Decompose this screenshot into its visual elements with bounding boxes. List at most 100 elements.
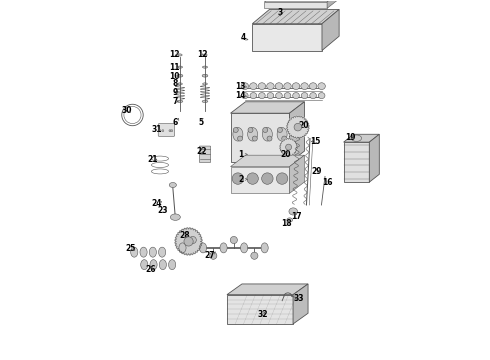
Polygon shape	[175, 228, 202, 255]
Text: 24: 24	[151, 199, 162, 208]
Ellipse shape	[310, 93, 317, 99]
Ellipse shape	[220, 243, 227, 253]
Polygon shape	[287, 116, 309, 138]
Ellipse shape	[233, 127, 243, 141]
Text: 31: 31	[151, 126, 162, 135]
Ellipse shape	[267, 93, 274, 99]
Ellipse shape	[202, 66, 207, 68]
Ellipse shape	[267, 83, 274, 90]
Ellipse shape	[140, 247, 147, 257]
Ellipse shape	[293, 93, 299, 99]
Ellipse shape	[284, 93, 291, 99]
Polygon shape	[327, 0, 342, 8]
Polygon shape	[230, 113, 290, 162]
Ellipse shape	[247, 127, 258, 141]
Text: 17: 17	[292, 212, 302, 221]
Text: 3: 3	[277, 8, 282, 17]
Circle shape	[276, 173, 288, 184]
Circle shape	[277, 127, 282, 132]
Circle shape	[210, 252, 217, 259]
Text: 10: 10	[170, 72, 180, 81]
Ellipse shape	[149, 247, 156, 257]
Ellipse shape	[159, 247, 166, 257]
Circle shape	[232, 173, 244, 184]
Ellipse shape	[249, 83, 257, 90]
Polygon shape	[230, 102, 304, 113]
Circle shape	[233, 127, 238, 132]
Polygon shape	[230, 167, 290, 193]
Ellipse shape	[301, 93, 308, 99]
Ellipse shape	[202, 74, 208, 77]
Ellipse shape	[179, 243, 186, 253]
Circle shape	[247, 173, 258, 184]
Circle shape	[189, 237, 196, 244]
Ellipse shape	[177, 100, 183, 103]
Polygon shape	[280, 138, 297, 156]
Polygon shape	[369, 134, 379, 182]
Ellipse shape	[169, 183, 176, 188]
Ellipse shape	[284, 83, 291, 90]
Circle shape	[184, 237, 193, 246]
Text: 29: 29	[311, 167, 322, 176]
Ellipse shape	[258, 83, 266, 90]
Polygon shape	[293, 284, 308, 324]
Text: 20: 20	[298, 121, 309, 130]
Circle shape	[294, 123, 302, 131]
Polygon shape	[290, 155, 304, 193]
Ellipse shape	[277, 127, 287, 141]
Ellipse shape	[178, 54, 182, 56]
Text: 20: 20	[281, 150, 292, 159]
Text: 12: 12	[197, 50, 207, 59]
Ellipse shape	[242, 93, 248, 99]
Text: 14: 14	[236, 91, 246, 100]
Ellipse shape	[275, 83, 283, 90]
Text: 33: 33	[294, 294, 304, 303]
Ellipse shape	[262, 127, 272, 141]
Polygon shape	[343, 134, 379, 142]
Circle shape	[262, 173, 273, 184]
Text: 12: 12	[170, 50, 180, 59]
Text: 23: 23	[158, 206, 168, 215]
Text: 21: 21	[147, 155, 158, 164]
Text: 5: 5	[199, 118, 204, 127]
Circle shape	[267, 136, 272, 141]
Polygon shape	[227, 295, 293, 324]
Ellipse shape	[289, 208, 297, 215]
Ellipse shape	[150, 260, 157, 270]
Ellipse shape	[259, 93, 265, 99]
Text: 4: 4	[240, 33, 245, 42]
Text: 9: 9	[172, 88, 178, 97]
Ellipse shape	[141, 260, 148, 270]
Circle shape	[251, 252, 258, 259]
Ellipse shape	[241, 243, 247, 253]
Circle shape	[248, 127, 253, 132]
Polygon shape	[265, 0, 342, 2]
Circle shape	[162, 130, 164, 132]
Text: 32: 32	[258, 310, 268, 319]
Ellipse shape	[203, 54, 207, 56]
Circle shape	[169, 130, 171, 132]
Ellipse shape	[203, 83, 207, 85]
Circle shape	[238, 136, 243, 141]
Text: 26: 26	[145, 265, 156, 274]
Ellipse shape	[261, 243, 268, 253]
Ellipse shape	[351, 135, 362, 141]
Text: 25: 25	[125, 244, 136, 253]
Ellipse shape	[318, 83, 325, 90]
Ellipse shape	[159, 260, 167, 270]
Text: 6: 6	[172, 118, 178, 127]
Ellipse shape	[178, 83, 182, 85]
Polygon shape	[322, 9, 339, 50]
Polygon shape	[343, 142, 369, 182]
Text: 15: 15	[310, 137, 320, 146]
Text: 11: 11	[170, 63, 180, 72]
Ellipse shape	[131, 247, 138, 257]
Ellipse shape	[301, 83, 308, 90]
Ellipse shape	[318, 93, 325, 99]
Ellipse shape	[177, 74, 183, 77]
Polygon shape	[252, 24, 322, 50]
Ellipse shape	[241, 83, 248, 90]
Polygon shape	[265, 2, 327, 8]
Circle shape	[282, 136, 287, 141]
Ellipse shape	[202, 100, 208, 103]
